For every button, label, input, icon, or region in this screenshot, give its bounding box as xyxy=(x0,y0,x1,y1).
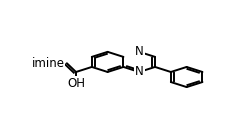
Text: imine: imine xyxy=(32,57,65,70)
Text: N: N xyxy=(135,45,144,58)
Text: N: N xyxy=(135,66,144,78)
Text: N: N xyxy=(135,66,144,78)
Text: N: N xyxy=(135,45,144,58)
Text: OH: OH xyxy=(67,77,85,90)
